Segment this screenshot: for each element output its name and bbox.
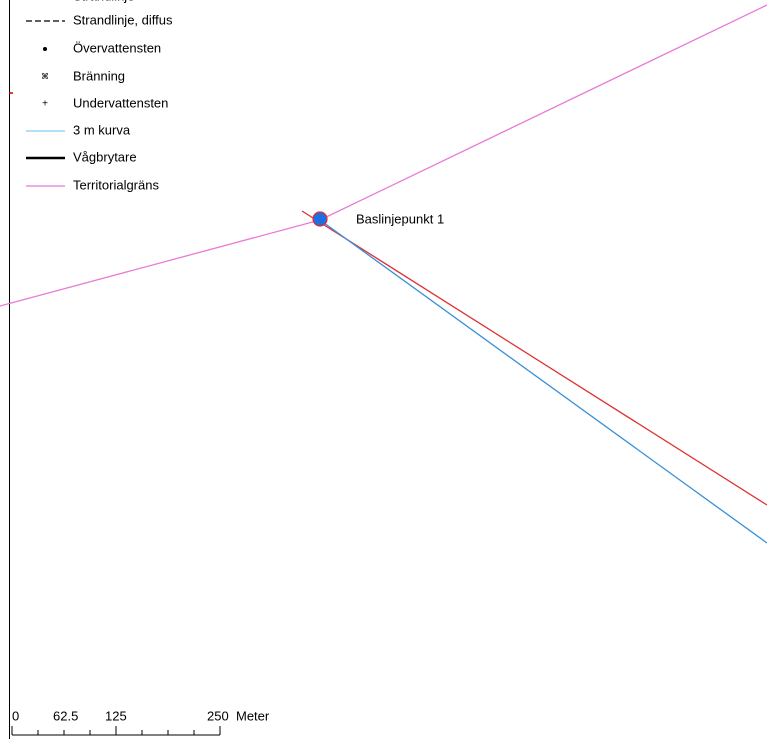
scale-label: 250 [207, 708, 229, 723]
legend-label: Strandlinje [73, 0, 134, 3]
legend-label: Territorialgräns [73, 177, 159, 192]
point-label: Baslinjepunkt 1 [356, 211, 444, 226]
baseline-point[interactable] [312, 211, 328, 227]
shoreline [301, 210, 767, 506]
legend-label: Övervattensten [73, 40, 161, 55]
legend-label: Bränning [73, 68, 125, 83]
scale-label: 0 [12, 708, 19, 723]
scale-unit: Meter [236, 708, 270, 723]
legend-label: 3 m kurva [73, 122, 131, 137]
legend: Strandlinje Strandlinje, diffus Övervatten… [73, 0, 173, 192]
legend-swatch [43, 47, 47, 51]
depth-contour [319, 219, 767, 544]
legend-label: Undervattensten [73, 95, 168, 110]
legend-label: Vågbrytare [73, 149, 137, 164]
scale-label: 62.5 [53, 708, 78, 723]
legend-swatch: + [42, 99, 48, 110]
scale-bar: 0 62.5 125 250 Meter [11, 708, 270, 736]
legend-label: Strandlinje, diffus [73, 12, 173, 27]
scale-label: 125 [105, 708, 127, 723]
legend-swatch: ⌘ [41, 72, 49, 81]
